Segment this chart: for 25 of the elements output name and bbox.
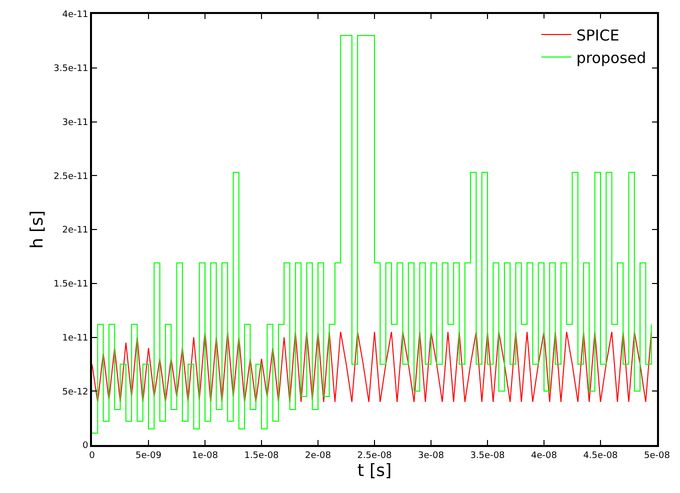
x-tick-label: 5e-08: [644, 450, 670, 461]
y-tick-label: 0: [82, 441, 88, 452]
y-tick-label: 4e-11: [62, 10, 88, 20]
x-tick-label: 2.5e-08: [357, 450, 392, 461]
legend-label: proposed: [576, 48, 646, 67]
x-tick-label: 1.5e-08: [244, 450, 280, 461]
x-tick-label: 3e-08: [418, 450, 444, 461]
legend-label: SPICE: [576, 26, 620, 44]
x-tick-label: 1e-08: [192, 450, 218, 461]
x-tick-label: 4e-08: [531, 450, 558, 461]
y-tick-label: 1e-11: [62, 333, 88, 344]
y-tick-label: 2.5e-11: [54, 172, 88, 182]
y-tick-label: 3e-11: [62, 118, 88, 128]
y-tick-label: 2e-11: [62, 226, 88, 236]
x-tick-label: 2e-08: [305, 450, 332, 461]
line-series: [92, 331, 652, 402]
x-tick-label: 0: [89, 450, 96, 461]
x-tick-label: 5e-09: [136, 450, 162, 461]
y-tick-label: 5e-12: [62, 387, 88, 398]
x-axis-title: t [s]: [357, 460, 392, 481]
y-tick-label: 3.5e-11: [54, 64, 88, 74]
x-tick-label: 3.5e-08: [470, 450, 506, 461]
x-tick-label: 4.5e-08: [583, 450, 618, 461]
y-axis-title: h [s]: [28, 210, 48, 249]
y-tick-label: 1.5e-11: [54, 280, 88, 290]
